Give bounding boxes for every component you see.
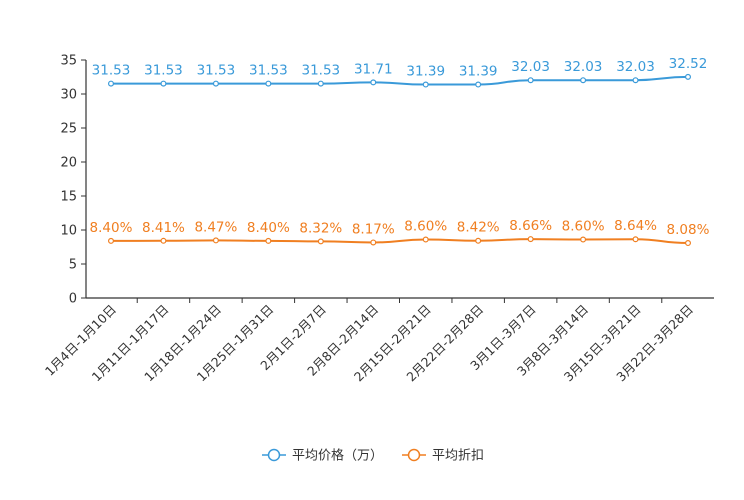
data-point [475, 237, 482, 244]
data-point [580, 236, 587, 243]
data-point [212, 80, 219, 87]
data-point [265, 237, 272, 244]
data-label: 31.71 [354, 61, 393, 77]
data-point [370, 239, 377, 246]
legend-label: 平均折扣 [432, 449, 484, 464]
y-tick-label: 30 [60, 88, 77, 103]
data-point [160, 237, 167, 244]
data-label: 31.53 [92, 63, 131, 79]
data-point [107, 80, 114, 87]
data-label: 8.42% [457, 220, 500, 236]
data-point [317, 80, 324, 87]
data-label: 8.60% [404, 219, 447, 235]
data-point [684, 240, 691, 247]
y-tick-label: 20 [60, 156, 77, 171]
data-label: 31.53 [301, 63, 340, 79]
data-label: 31.53 [249, 63, 288, 79]
data-label: 31.39 [459, 64, 498, 80]
data-label: 31.39 [406, 64, 445, 80]
data-label: 32.52 [669, 56, 708, 72]
series-line-2 [110, 238, 689, 245]
series-line-1 [111, 75, 689, 86]
data-label: 31.53 [197, 63, 236, 79]
data-point [422, 236, 429, 243]
data-label: 8.64% [614, 218, 657, 234]
data-label: 8.41% [142, 220, 185, 236]
data-point [527, 236, 534, 243]
data-point [632, 77, 639, 84]
data-label: 8.40% [247, 220, 290, 236]
data-point [580, 77, 587, 84]
data-point [317, 238, 324, 245]
data-point [212, 237, 219, 244]
data-label: 32.03 [564, 59, 603, 75]
data-point [107, 237, 114, 244]
data-point [370, 79, 377, 86]
y-tick-label: 25 [60, 122, 77, 137]
y-tick-label: 35 [60, 54, 77, 69]
y-tick-label: 15 [60, 190, 77, 205]
data-point [422, 81, 429, 88]
data-label: 8.17% [352, 221, 395, 237]
legend-label: 平均价格（万） [292, 448, 383, 464]
data-label: 32.03 [511, 59, 550, 75]
data-point [475, 81, 482, 88]
data-label: 8.32% [299, 220, 342, 236]
data-point [527, 77, 534, 84]
legend-marker [267, 448, 281, 462]
data-label: 8.66% [509, 218, 552, 234]
data-point [160, 80, 167, 87]
data-point [632, 236, 639, 243]
data-label: 32.03 [616, 59, 655, 75]
data-label: 8.40% [90, 220, 133, 236]
data-point [265, 80, 272, 87]
data-label: 8.60% [562, 219, 605, 235]
data-label: 8.08% [667, 222, 710, 238]
data-point [684, 73, 691, 80]
data-label: 31.53 [144, 63, 183, 79]
y-tick-label: 10 [60, 224, 77, 239]
data-label: 8.47% [194, 219, 237, 235]
legend-marker [407, 448, 421, 462]
y-tick-label: 5 [69, 258, 77, 273]
y-tick-label: 0 [69, 292, 77, 307]
